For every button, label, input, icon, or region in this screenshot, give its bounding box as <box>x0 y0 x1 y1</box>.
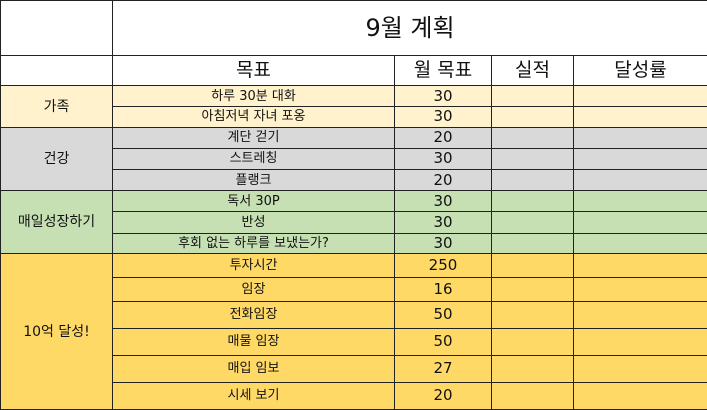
category-cell[interactable]: 건강 <box>0 126 113 192</box>
sheet-title[interactable]: 9월 계획 <box>111 0 707 57</box>
goal-cell[interactable]: 시세 보기 <box>112 381 395 410</box>
table-row: 플랭크 20 <box>1 168 707 192</box>
table-row: 매물 임장 50 <box>1 327 707 356</box>
monthly-goal-cell[interactable]: 16 <box>394 276 492 302</box>
actual-cell[interactable] <box>491 327 574 356</box>
table-row: 10억 달성! 투자시간 250 <box>0 253 707 410</box>
achievement-cell[interactable] <box>572 276 707 302</box>
category-header-cell[interactable] <box>0 55 113 87</box>
achievement-cell[interactable] <box>572 126 707 150</box>
goal-cell[interactable]: 계단 걷기 <box>112 126 395 150</box>
table-row: 건강 계단 걷기 20 <box>0 126 707 192</box>
actual-cell[interactable] <box>491 106 574 128</box>
actual-cell[interactable] <box>491 300 574 329</box>
table-row: 전화임장 50 <box>1 300 707 329</box>
monthly-goal-cell[interactable]: 20 <box>394 126 492 150</box>
achievement-cell[interactable] <box>572 85 707 107</box>
goal-cell[interactable]: 스트레칭 <box>112 148 395 170</box>
table-row: 반성 30 <box>1 210 707 234</box>
goal-header[interactable]: 목표 <box>112 55 395 87</box>
goal-cell[interactable]: 전화임장 <box>112 300 395 329</box>
monthly-goal-cell[interactable]: 30 <box>394 232 492 255</box>
achievement-cell[interactable] <box>572 381 707 410</box>
monthly-goal-cell[interactable]: 30 <box>394 210 492 234</box>
actual-cell[interactable] <box>491 85 574 107</box>
achievement-cell[interactable] <box>572 253 707 278</box>
goal-cell[interactable]: 매입 임보 <box>112 354 395 383</box>
monthly-goal-cell[interactable]: 50 <box>394 300 492 329</box>
actual-cell[interactable] <box>491 168 574 192</box>
monthly-goal-cell[interactable]: 20 <box>394 168 492 192</box>
goal-cell[interactable]: 매물 임장 <box>112 327 395 356</box>
goal-cell[interactable]: 하루 30분 대화 <box>112 85 395 107</box>
achievement-cell[interactable] <box>572 190 707 212</box>
achievement-header[interactable]: 달성률 <box>572 55 707 87</box>
goal-cell[interactable]: 플랭크 <box>112 168 395 192</box>
achievement-cell[interactable] <box>572 354 707 383</box>
monthly-goal-cell[interactable]: 30 <box>394 190 492 212</box>
monthly-goal-cell[interactable]: 30 <box>394 85 492 107</box>
table-row: 시세 보기 20 <box>1 381 707 410</box>
goal-cell[interactable]: 독서 30P <box>112 190 395 212</box>
actual-cell[interactable] <box>491 126 574 150</box>
monthly-goal-cell[interactable]: 20 <box>394 381 492 410</box>
achievement-cell[interactable] <box>572 300 707 329</box>
monthly-goal-cell[interactable]: 250 <box>394 253 492 278</box>
category-cell[interactable]: 10억 달성! <box>0 253 113 410</box>
monthly-goal-cell[interactable]: 30 <box>394 106 492 128</box>
goal-cell[interactable]: 반성 <box>112 210 395 234</box>
category-cell[interactable]: 가족 <box>0 85 113 128</box>
achievement-cell[interactable] <box>572 232 707 255</box>
achievement-cell[interactable] <box>572 106 707 128</box>
actual-cell[interactable] <box>491 253 574 278</box>
corner-cell[interactable] <box>0 0 113 57</box>
monthly-goal-cell[interactable]: 50 <box>394 327 492 356</box>
goal-cell[interactable]: 투자시간 <box>112 253 395 278</box>
table-row: 매일성장하기 독서 30P 30 <box>0 190 707 255</box>
actual-header[interactable]: 실적 <box>491 55 574 87</box>
table-row: 임장 16 <box>1 276 707 302</box>
actual-cell[interactable] <box>491 190 574 212</box>
monthly-goal-header[interactable]: 월 목표 <box>394 55 492 87</box>
actual-cell[interactable] <box>491 354 574 383</box>
goal-cell[interactable]: 아침저녁 자녀 포옹 <box>112 106 395 128</box>
achievement-cell[interactable] <box>572 327 707 356</box>
table-row: 아침저녁 자녀 포옹 30 <box>1 106 707 128</box>
actual-cell[interactable] <box>491 148 574 170</box>
table-row: 가족 하루 30분 대화 30 <box>0 85 707 128</box>
achievement-cell[interactable] <box>572 148 707 170</box>
goal-cell[interactable]: 임장 <box>112 276 395 302</box>
goal-cell[interactable]: 후회 없는 하루를 보냈는가? <box>112 232 395 255</box>
achievement-cell[interactable] <box>572 168 707 192</box>
monthly-goal-cell[interactable]: 30 <box>394 148 492 170</box>
achievement-cell[interactable] <box>572 210 707 234</box>
actual-cell[interactable] <box>491 381 574 410</box>
monthly-goal-cell[interactable]: 27 <box>394 354 492 383</box>
actual-cell[interactable] <box>491 276 574 302</box>
actual-cell[interactable] <box>491 210 574 234</box>
category-cell[interactable]: 매일성장하기 <box>0 190 113 255</box>
actual-cell[interactable] <box>491 232 574 255</box>
